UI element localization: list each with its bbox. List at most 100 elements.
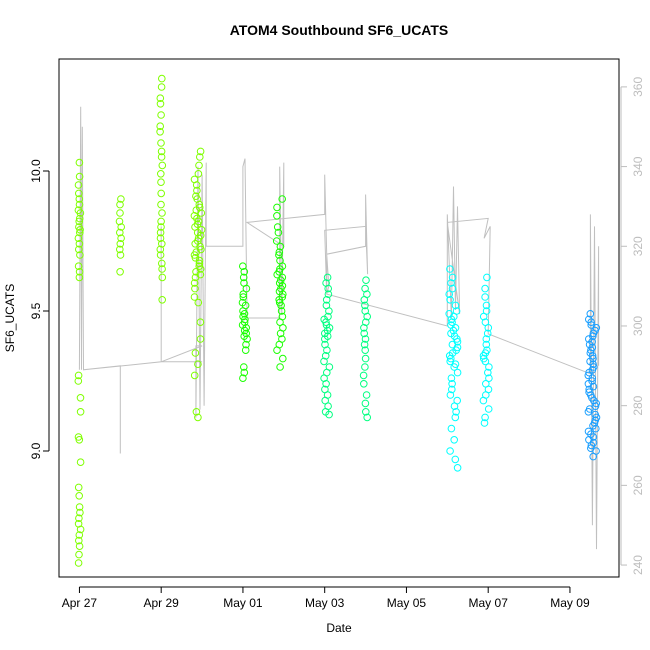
data-point (278, 195, 287, 203)
data-point (194, 170, 203, 178)
data-point (190, 371, 199, 380)
data-point (74, 377, 83, 385)
x-tick-label: May 09 (550, 596, 590, 610)
x-tick-label: May 07 (469, 596, 509, 610)
data-point (323, 346, 331, 355)
data-point (483, 329, 492, 338)
data-point (446, 265, 454, 273)
data-point (482, 301, 491, 310)
data-point (361, 335, 370, 343)
data-point (157, 83, 166, 91)
data-point (453, 368, 462, 377)
data-point (116, 245, 124, 254)
data-point (117, 234, 125, 242)
data-point (75, 514, 83, 523)
data-point (156, 94, 165, 102)
data-point (589, 452, 598, 461)
data-point (157, 111, 165, 119)
data-point (194, 298, 203, 307)
data-point (157, 170, 165, 178)
data-point (450, 363, 459, 371)
altitude-trace-layer (78, 106, 600, 550)
data-point (157, 147, 166, 156)
data-point (75, 240, 84, 248)
data-point (158, 240, 166, 248)
data-point (481, 284, 489, 293)
data-point (447, 424, 456, 433)
data-point (484, 324, 493, 332)
data-point (75, 195, 84, 203)
data-point (481, 413, 489, 422)
data-point (275, 251, 283, 259)
data-point (191, 273, 200, 282)
data-point (279, 290, 287, 299)
data-point (239, 374, 247, 383)
series-1-points (238, 195, 287, 383)
data-point (279, 354, 287, 363)
data-point (74, 262, 83, 271)
axes-layer: Apr 27 Apr 29 May 01 May 03 May 05 May 07 May … (29, 77, 645, 610)
data-point (156, 251, 165, 259)
data-point (450, 436, 459, 444)
data-point (276, 363, 284, 371)
data-point (195, 256, 204, 265)
data-point (240, 368, 249, 377)
x-tick-label: May 01 (223, 596, 263, 610)
series-4-points (584, 310, 601, 461)
data-point (116, 251, 125, 259)
data-point (272, 237, 281, 245)
data-point (190, 279, 199, 287)
y-axis-label: SF6_UCATS (3, 284, 17, 352)
y-tick-label: 9.0 (29, 442, 43, 459)
data-point (320, 357, 328, 366)
data-point (195, 161, 203, 170)
data-point (241, 346, 250, 355)
data-point (116, 228, 124, 237)
data-point (479, 312, 488, 321)
data-point (75, 531, 84, 539)
data-point (158, 161, 167, 170)
data-point (448, 273, 457, 282)
data-point (196, 153, 204, 161)
data-point (116, 209, 124, 217)
data-point (451, 301, 460, 310)
data-points-layer (74, 74, 601, 567)
data-point (362, 408, 370, 416)
y2-tick-label: 280 (631, 395, 645, 415)
data-point (75, 214, 84, 223)
data-point (447, 374, 456, 383)
data-point (447, 315, 456, 324)
chart-title: ATOM4 Southbound SF6_UCATS (230, 22, 449, 38)
data-point (360, 380, 368, 388)
data-point (196, 335, 205, 343)
data-point (274, 228, 283, 237)
data-point (158, 74, 166, 83)
data-point (453, 335, 461, 343)
data-point (76, 394, 85, 402)
series-0-points (74, 74, 206, 567)
data-point (361, 301, 369, 310)
data-point (75, 158, 84, 167)
y2-tick-label: 360 (631, 77, 645, 97)
data-point (75, 550, 83, 559)
data-point (484, 405, 493, 413)
data-point (74, 371, 83, 380)
data-point (360, 296, 369, 304)
data-point (484, 368, 492, 377)
data-point (592, 424, 600, 433)
data-point (75, 245, 83, 254)
data-point (321, 335, 329, 343)
data-point (323, 273, 332, 282)
x-tick-label: Apr 27 (62, 596, 98, 610)
data-point (480, 419, 489, 427)
data-point (156, 228, 165, 237)
y2-tick-label: 240 (631, 555, 645, 575)
data-point (157, 153, 166, 161)
data-point (196, 318, 205, 327)
data-point (360, 324, 368, 332)
data-point (453, 464, 462, 472)
x-tick-label: Apr 29 (144, 596, 180, 610)
data-point (76, 408, 85, 416)
